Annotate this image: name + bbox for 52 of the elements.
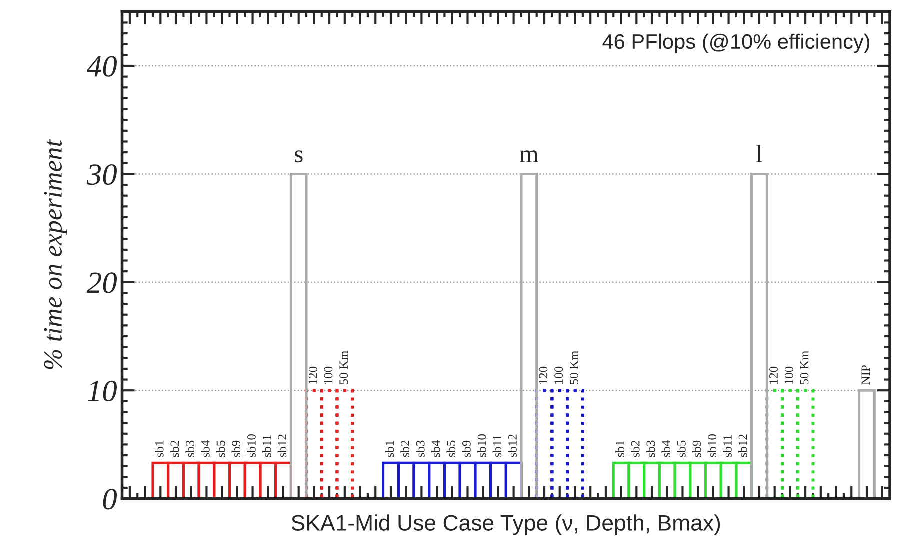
x-tick-label: sb11 bbox=[492, 435, 502, 458]
x-tick-label: sb1 bbox=[385, 441, 394, 458]
x-tick-label: sb5 bbox=[446, 440, 456, 458]
x-tick-label: sb2 bbox=[170, 441, 180, 458]
y-tick-label: 0 bbox=[103, 489, 118, 510]
x-tick-label: sb2 bbox=[400, 441, 410, 458]
x-tick-label: sb5 bbox=[216, 440, 226, 458]
x-tick-label: sb12 bbox=[278, 434, 287, 458]
y-axis-title: % time on experiment bbox=[44, 139, 68, 370]
x-axis-title: SKA1-Mid Use Case Type (ν, Depth, Bmax) bbox=[292, 514, 720, 536]
x-tick-label: sb9 bbox=[692, 440, 702, 458]
x-tick-label: sb11 bbox=[723, 435, 732, 458]
x-tick-label: sb3 bbox=[646, 440, 656, 458]
x-tick-label: sb4 bbox=[431, 440, 440, 458]
x-tick-label: NIP bbox=[862, 366, 870, 385]
bar bbox=[520, 172, 538, 499]
x-tick-label: 120 bbox=[539, 366, 548, 384]
x-tick-label: m bbox=[520, 150, 538, 162]
x-tick-label: sb5 bbox=[677, 440, 686, 458]
x-tick-label: sb9 bbox=[462, 440, 471, 458]
x-tick-label: sb4 bbox=[662, 440, 670, 458]
x-tick-label: 100 bbox=[324, 366, 333, 384]
y-tick-label: 30 bbox=[86, 164, 118, 186]
x-tick-label: 50 Km bbox=[570, 351, 578, 384]
x-tick-label: sb10 bbox=[477, 434, 486, 458]
x-tick-label: 120 bbox=[770, 366, 778, 384]
y-tick-label: 20 bbox=[86, 272, 118, 294]
x-tick-label: sb9 bbox=[232, 440, 241, 458]
x-tick-label: sb10 bbox=[247, 434, 256, 458]
x-tick-label: sb3 bbox=[186, 440, 194, 458]
x-tick-label: sb4 bbox=[201, 440, 210, 458]
x-tick-label: l bbox=[756, 145, 762, 162]
x-tick-label: 100 bbox=[554, 366, 564, 384]
x-tick-label: sb12 bbox=[508, 434, 517, 458]
y-tick-label: 10 bbox=[88, 380, 118, 402]
x-tick-label: 100 bbox=[784, 366, 794, 384]
x-tick-label: 120 bbox=[308, 366, 318, 384]
x-tick-label: 50 Km bbox=[340, 351, 348, 384]
x-tick-label: s bbox=[295, 150, 303, 163]
x-tick-label: sb1 bbox=[154, 441, 164, 458]
bar bbox=[858, 389, 876, 499]
x-tick-label: sb10 bbox=[708, 434, 717, 458]
bar bbox=[750, 172, 768, 499]
x-tick-label: 50 Km bbox=[800, 351, 809, 384]
x-tick-label: sb1 bbox=[616, 441, 624, 458]
annotation: 46 PFlops (@10% efficiency) bbox=[602, 34, 870, 54]
x-tick-label: sb3 bbox=[416, 440, 425, 458]
bar bbox=[290, 172, 308, 499]
x-tick-label: sb2 bbox=[630, 441, 640, 458]
x-tick-label: sb11 bbox=[262, 435, 272, 458]
x-tick-label: sb12 bbox=[738, 434, 748, 458]
y-tick-label: 40 bbox=[86, 56, 118, 77]
